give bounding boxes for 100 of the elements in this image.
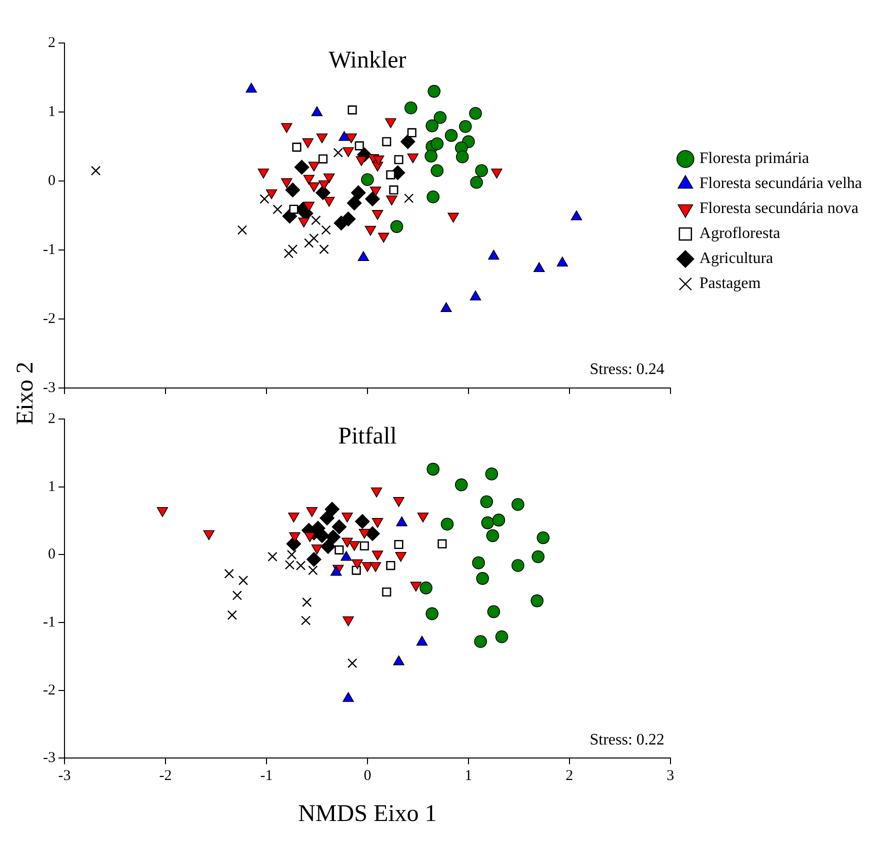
point: [420, 582, 432, 594]
point: [227, 610, 237, 620]
point: [348, 541, 360, 551]
point: [321, 225, 331, 235]
point: [318, 180, 330, 190]
point: [304, 532, 316, 542]
point: [512, 498, 524, 511]
point: [319, 244, 329, 254]
point: [332, 519, 347, 534]
legend-label: Pastagem: [699, 275, 762, 292]
point: [389, 185, 398, 195]
legend-label: Floresta secundária velha: [699, 175, 862, 192]
point: [361, 173, 374, 186]
x-tick-label: -3: [58, 768, 71, 784]
point: [296, 560, 306, 570]
point: [444, 129, 458, 142]
point: [434, 111, 447, 124]
x-tick-label: 2: [566, 768, 574, 784]
y-tick-label: -2: [42, 310, 56, 327]
point: [326, 530, 341, 544]
point: [266, 189, 278, 200]
legend-label: Agrofloresta: [699, 225, 780, 242]
point: [348, 105, 357, 114]
point: [289, 204, 298, 214]
point: [469, 106, 482, 120]
point: [404, 193, 414, 204]
point: [303, 174, 314, 185]
point: [536, 531, 550, 544]
point: [203, 530, 214, 540]
point: [404, 101, 418, 114]
point: [370, 186, 382, 196]
point: [347, 658, 358, 668]
point: [323, 196, 335, 207]
point: [365, 526, 380, 542]
point: [311, 215, 321, 226]
point: [476, 572, 489, 585]
point: [285, 182, 300, 198]
point: [318, 154, 328, 164]
point: [346, 133, 357, 144]
y-tick-label: 1: [48, 478, 56, 495]
point: [407, 128, 416, 138]
point: [286, 536, 302, 552]
point: [342, 147, 354, 158]
y-tick-label: 1: [48, 104, 56, 120]
point: [534, 262, 545, 272]
x-tick-label: -2: [159, 768, 172, 784]
point: [370, 562, 382, 572]
x-axis-title: NMDS Eixo 1: [298, 800, 437, 827]
point: [238, 576, 248, 586]
annotation: Stress: 0.22: [590, 731, 664, 748]
point: [530, 594, 544, 608]
point: [481, 516, 494, 530]
point: [303, 202, 314, 212]
point: [480, 495, 494, 508]
point: [394, 540, 404, 550]
point: [288, 512, 300, 522]
point: [358, 251, 370, 261]
point: [309, 233, 319, 244]
point: [470, 176, 483, 189]
point: [260, 194, 270, 204]
point: [386, 196, 398, 206]
y-tick-label: -2: [42, 682, 56, 698]
point: [395, 552, 406, 562]
point: [294, 160, 310, 175]
point: [428, 84, 440, 98]
point: [488, 250, 500, 260]
point: [302, 597, 312, 608]
point: [486, 529, 500, 542]
point: [342, 512, 353, 522]
point: [316, 133, 328, 144]
point: [416, 636, 428, 646]
point: [365, 192, 380, 206]
chart-title: Winkler: [328, 47, 406, 74]
x-tick-label: 1: [464, 768, 472, 784]
point: [386, 170, 396, 180]
point: [232, 590, 242, 600]
point: [281, 178, 292, 188]
point: [475, 164, 488, 178]
point: [289, 532, 300, 542]
point: [320, 510, 334, 526]
x-tick-label: 0: [364, 768, 372, 784]
point: [372, 156, 384, 166]
point: [320, 539, 336, 554]
point: [298, 218, 310, 228]
point: [430, 137, 444, 150]
point: [272, 204, 282, 214]
x-tick-label: 3: [666, 768, 674, 784]
point: [470, 290, 482, 300]
y-tick-label: -3: [42, 380, 56, 396]
point: [323, 173, 335, 184]
point: [474, 635, 487, 648]
y-axis-title: Eixo 2: [12, 362, 40, 425]
point: [292, 142, 302, 152]
point: [485, 468, 498, 480]
point: [346, 196, 362, 210]
point: [342, 538, 353, 548]
chart-title: Pitfall: [338, 423, 398, 450]
y-tick-label: -1: [42, 614, 56, 630]
point: [382, 587, 392, 597]
point: [301, 616, 311, 626]
